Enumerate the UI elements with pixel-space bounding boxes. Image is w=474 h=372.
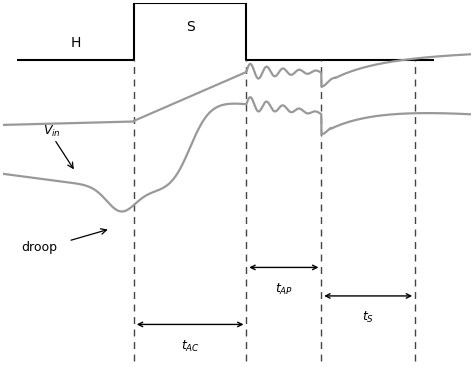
Text: $t_{AP}$: $t_{AP}$ <box>275 282 293 297</box>
Text: droop: droop <box>21 241 57 254</box>
Text: $t_{S}$: $t_{S}$ <box>362 310 374 325</box>
Text: $V_{in}$: $V_{in}$ <box>43 124 61 139</box>
Text: H: H <box>70 36 81 51</box>
Text: $t_{AC}$: $t_{AC}$ <box>181 339 200 354</box>
Text: S: S <box>186 20 194 34</box>
